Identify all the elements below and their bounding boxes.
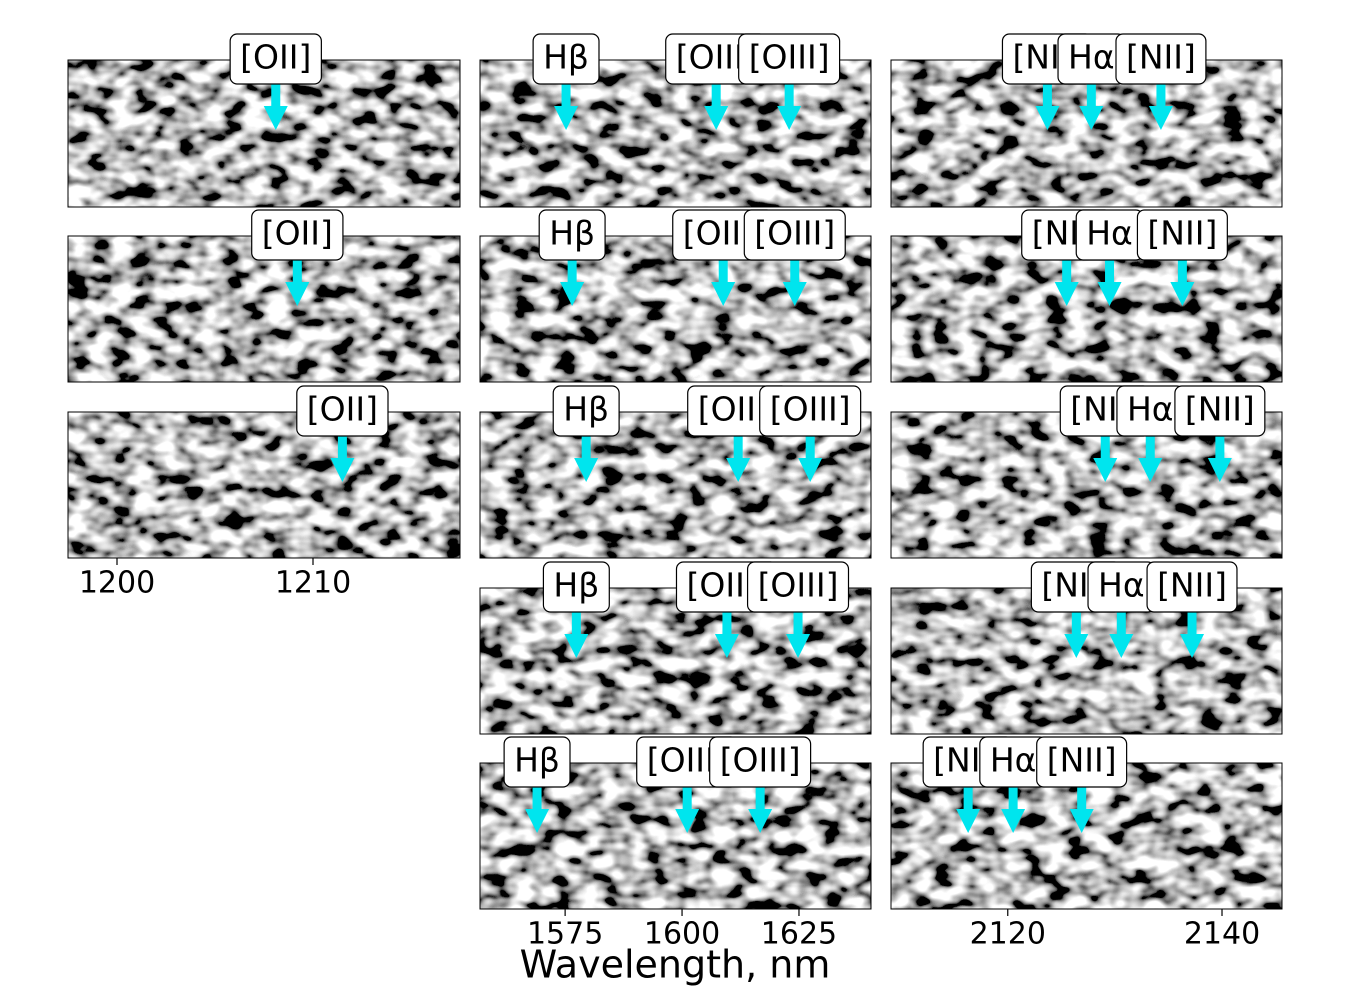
arrow-head <box>1069 809 1094 833</box>
x-tick-label: 1210 <box>275 566 351 601</box>
arrow-head <box>726 458 751 482</box>
panel-frame <box>479 587 872 735</box>
arrow-head <box>1170 282 1195 306</box>
line-label: Hα <box>1068 38 1115 77</box>
arrow-head <box>1093 458 1118 482</box>
line-label: [NII] <box>1047 741 1117 780</box>
label-box <box>229 33 322 85</box>
arrow-head <box>786 634 811 658</box>
label-box <box>1036 736 1128 788</box>
label-box <box>538 209 606 261</box>
arrow-head <box>1097 282 1122 306</box>
line-label: [NII] <box>1147 214 1217 253</box>
spectrum-image <box>68 412 460 558</box>
arrow-head <box>1180 634 1205 658</box>
arrow-head <box>1001 809 1026 833</box>
label-box <box>1146 561 1238 613</box>
line-label: Hα <box>1127 390 1174 429</box>
line-label: [OIII] <box>749 38 830 77</box>
arrow-head <box>798 458 823 482</box>
label-box <box>1115 33 1207 85</box>
label-box <box>503 736 571 788</box>
arrow-head <box>1064 634 1089 658</box>
line-label: [OII] <box>262 214 333 253</box>
label-box <box>746 561 850 613</box>
arrow-head <box>777 106 802 130</box>
label-box <box>542 561 610 613</box>
arrow-head <box>330 458 355 482</box>
arrow-head <box>748 809 773 833</box>
x-tick-label: 1575 <box>527 917 603 952</box>
line-label: [NII] <box>1185 390 1255 429</box>
label-box <box>1136 209 1228 261</box>
arrow-head <box>711 282 736 306</box>
panel-frame <box>479 411 872 559</box>
arrow-head <box>525 809 550 833</box>
line-label: [OIII] <box>758 566 839 605</box>
arrow-head <box>956 809 981 833</box>
line-label: [OIII] <box>720 741 801 780</box>
x-tick-label: 1625 <box>761 917 837 952</box>
label-box <box>759 385 862 437</box>
arrow-head <box>1109 634 1134 658</box>
arrow-head <box>263 106 288 130</box>
x-axis-label: Wavelength, nm <box>520 943 831 987</box>
line-label: Hβ <box>543 38 589 77</box>
label-box <box>532 33 600 85</box>
label-box <box>1174 385 1266 437</box>
line-label: [OII] <box>307 390 378 429</box>
arrow-head <box>714 634 739 658</box>
x-tick-label: 2120 <box>970 917 1046 952</box>
arrow-head <box>560 282 585 306</box>
line-label: Hα <box>1098 566 1145 605</box>
arrow-head <box>1148 106 1173 130</box>
line-label: Hβ <box>549 214 595 253</box>
line-label: [OIII] <box>754 214 835 253</box>
line-label: Hα <box>990 741 1037 780</box>
line-label: Hα <box>1086 214 1133 253</box>
x-tick-label: 2140 <box>1184 917 1260 952</box>
line-label: [NII] <box>1126 38 1196 77</box>
label-box <box>709 736 812 788</box>
label-box <box>296 385 389 437</box>
label-box <box>552 385 620 437</box>
x-tick-label: 1600 <box>644 917 720 952</box>
arrow-head <box>554 106 579 130</box>
arrow-head <box>1054 282 1079 306</box>
arrow-head <box>1035 106 1060 130</box>
arrow-head <box>564 634 589 658</box>
label-box <box>738 33 841 85</box>
arrow-head <box>1207 458 1232 482</box>
arrow-head <box>574 458 599 482</box>
arrow-head <box>782 282 807 306</box>
line-label: Hβ <box>553 566 599 605</box>
arrow-head <box>1138 458 1163 482</box>
arrow-head <box>285 282 310 306</box>
line-label: Hβ <box>563 390 609 429</box>
arrow-head <box>1079 106 1104 130</box>
line-label: [NII] <box>1157 566 1227 605</box>
line-label: [OII] <box>240 38 311 77</box>
panel-frame <box>67 411 461 559</box>
line-label: [OIII] <box>770 390 851 429</box>
label-box <box>251 209 344 261</box>
arrow-head <box>675 809 700 833</box>
label-box <box>743 209 846 261</box>
x-tick-label: 1200 <box>79 566 155 601</box>
arrow-head <box>704 106 729 130</box>
line-label: Hβ <box>514 741 560 780</box>
